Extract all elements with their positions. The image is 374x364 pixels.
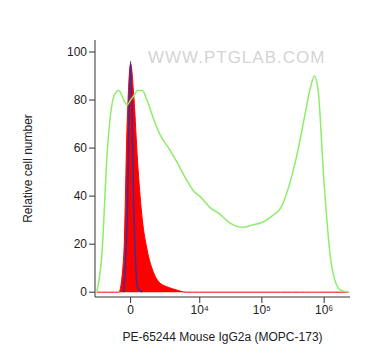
svg-text:80: 80 bbox=[74, 93, 88, 107]
svg-text:40: 40 bbox=[74, 189, 88, 203]
svg-text:0: 0 bbox=[127, 303, 134, 317]
svg-text:0: 0 bbox=[80, 285, 87, 299]
svg-text:20: 20 bbox=[74, 237, 88, 251]
svg-text:PE-65244 Mouse IgG2a (MOPC-173: PE-65244 Mouse IgG2a (MOPC-173) bbox=[122, 330, 322, 344]
svg-text:10⁴: 10⁴ bbox=[191, 303, 210, 317]
html-text:WWW.PTGLAB.COM: WWW.PTGLAB.COM bbox=[148, 48, 326, 67]
svg-text:10⁵: 10⁵ bbox=[253, 303, 271, 317]
svg-text:10⁶: 10⁶ bbox=[315, 303, 333, 317]
svg-text:60: 60 bbox=[74, 141, 88, 155]
svg-text:100: 100 bbox=[67, 45, 87, 59]
svg-text:Relative cell number: Relative cell number bbox=[21, 114, 35, 223]
